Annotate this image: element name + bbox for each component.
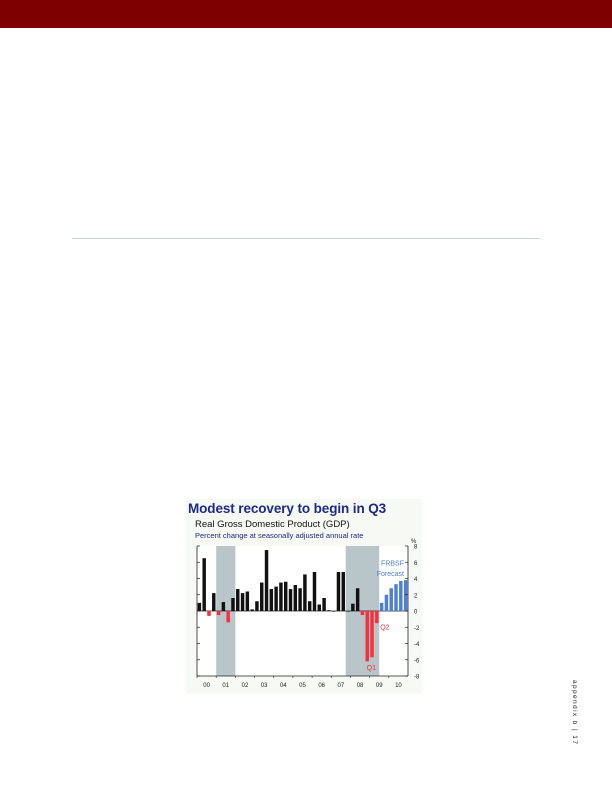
- forecast-bar: [394, 584, 398, 611]
- gdp-bar: [365, 611, 369, 662]
- gdp-bar: [221, 602, 226, 611]
- y-tick-label: -4: [414, 642, 420, 648]
- gdp-bar: [307, 601, 312, 611]
- x-tick-label: 05: [299, 683, 306, 689]
- x-tick-label: 02: [242, 683, 249, 689]
- x-tick-label: 04: [280, 683, 287, 689]
- gdp-bar: [274, 586, 278, 611]
- gdp-bar: [236, 589, 240, 611]
- gdp-bar: [216, 611, 221, 616]
- forecast-label: Forecast: [377, 571, 404, 578]
- x-tick-label: 09: [376, 683, 383, 689]
- y-tick-label: -2: [414, 626, 420, 632]
- y-tick-label: -6: [414, 658, 420, 664]
- gdp-bar: [226, 611, 230, 623]
- gdp-bar: [293, 585, 298, 611]
- gdp-bar: [360, 611, 365, 616]
- y-tick-label: -8: [414, 675, 420, 681]
- gdp-bar: [245, 591, 250, 611]
- gdp-bar-chart: 8 6 4 2 0 -2 -4 -6 -8% 00 01 02 03 04 05 06 07 08 09 10 FRBS…: [196, 539, 420, 689]
- annotation-q2: Q2: [380, 624, 389, 631]
- y-axis-unit-label: %: [411, 539, 417, 545]
- gdp-bar: [279, 582, 283, 611]
- gdp-bar: [317, 604, 322, 611]
- forecast-bar: [384, 594, 389, 611]
- gdp-bar: [327, 610, 331, 611]
- gdp-bar: [231, 598, 235, 611]
- x-tick-label: 10: [395, 683, 402, 689]
- gdp-bar: [207, 611, 211, 616]
- gdp-bar: [288, 589, 293, 611]
- x-tick-label: 03: [261, 683, 268, 689]
- annotation-q1: Q1: [367, 665, 376, 672]
- gdp-bar: [250, 609, 254, 611]
- forecast-bar: [399, 580, 403, 611]
- y-tick-label: 8: [414, 545, 418, 551]
- forecast-label: FRBSF: [381, 560, 404, 567]
- y-tick-label: 0: [414, 610, 418, 616]
- forecast-bar: [389, 588, 393, 611]
- forecast-bar: [379, 602, 384, 611]
- x-tick-label: 08: [357, 683, 364, 689]
- gdp-bar: [322, 598, 326, 611]
- gdp-bar: [370, 611, 374, 658]
- y-tick-label: 2: [414, 593, 418, 599]
- gdp-bar: [260, 582, 264, 611]
- gdp-bar: [303, 574, 307, 611]
- x-tick-label: 00: [203, 683, 210, 689]
- gdp-bar: [312, 572, 317, 611]
- x-tick-label: 07: [338, 683, 345, 689]
- gdp-chart-figure: 8 6 4 2 0 -2 -4 -6 -8% 00 01 02 03 04 05 06 07 08 09 10 FRBS…: [186, 499, 422, 694]
- section-divider: [72, 238, 540, 239]
- x-tick-label: 01: [222, 683, 229, 689]
- gdp-bar: [197, 602, 202, 611]
- gdp-bar: [331, 611, 336, 612]
- forecast-bar: [403, 580, 408, 611]
- gdp-bar: [341, 572, 345, 611]
- gdp-bar: [375, 611, 379, 624]
- header-bar: [0, 0, 612, 28]
- gdp-bar: [298, 588, 302, 611]
- gdp-bar: [355, 588, 360, 611]
- chart-note: Percent change at seasonally adjusted an…: [195, 531, 364, 540]
- gdp-bar: [269, 589, 274, 611]
- chart-subtitle: Real Gross Domestic Product (GDP): [195, 519, 350, 530]
- y-tick-label: 6: [414, 561, 418, 567]
- gdp-bar: [264, 550, 269, 611]
- gdp-bar: [346, 611, 350, 612]
- x-tick-label: 06: [318, 683, 325, 689]
- chart-title: Modest recovery to begin in Q3: [188, 501, 387, 516]
- y-tick-label: 4: [414, 577, 418, 583]
- gdp-bar: [336, 572, 341, 611]
- gdp-bar: [283, 581, 288, 611]
- gdp-bar: [255, 601, 259, 611]
- page-footer-text: appendix b | 17: [571, 680, 578, 746]
- gdp-bar: [240, 593, 245, 611]
- gdp-bar: [351, 603, 355, 611]
- gdp-bar: [202, 558, 206, 611]
- gdp-bar: [212, 593, 216, 611]
- page-footer: appendix b | 17: [566, 680, 606, 770]
